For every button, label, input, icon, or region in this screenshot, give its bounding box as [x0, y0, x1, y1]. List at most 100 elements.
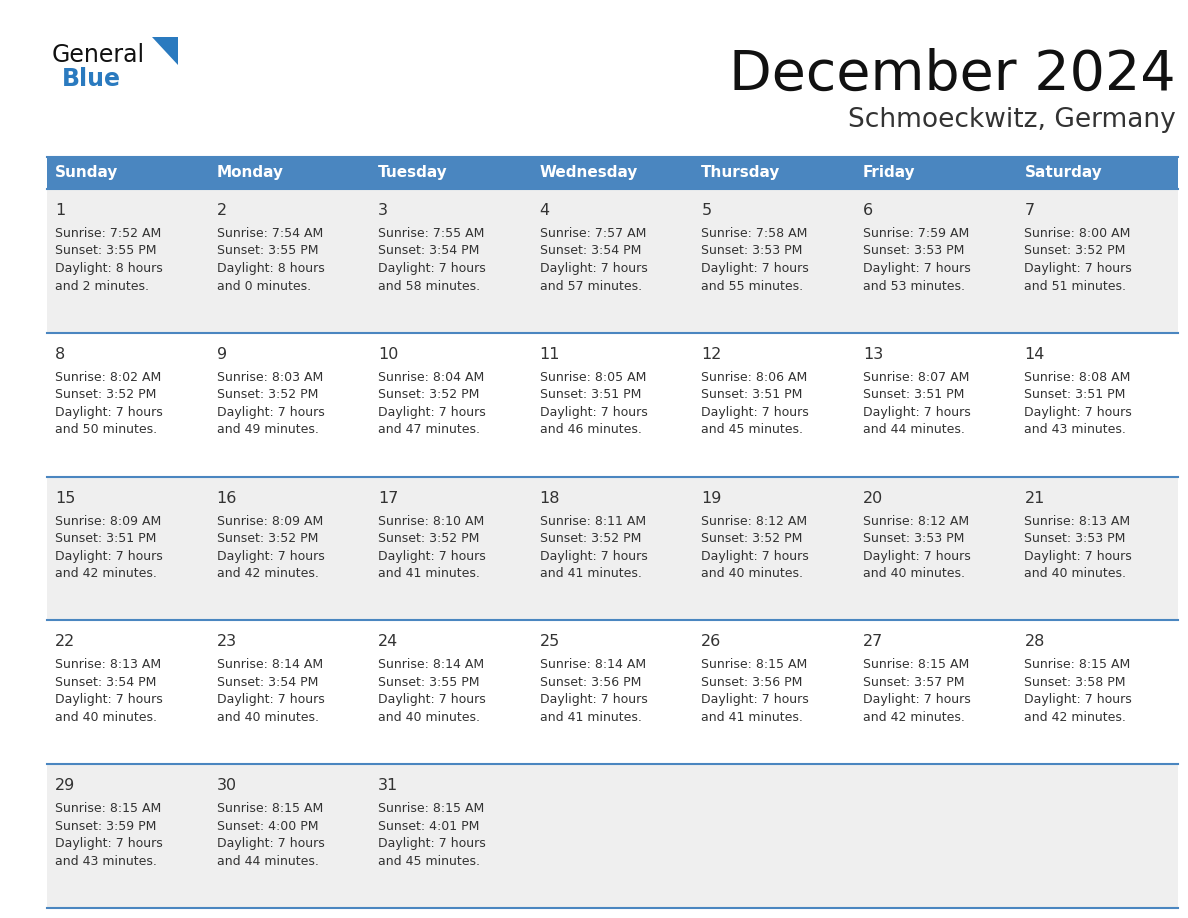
- Text: 2: 2: [216, 203, 227, 218]
- Text: Sunrise: 8:14 AM: Sunrise: 8:14 AM: [539, 658, 646, 671]
- Text: Daylight: 7 hours: Daylight: 7 hours: [539, 406, 647, 419]
- Text: 28: 28: [1024, 634, 1044, 649]
- Text: Sunset: 4:00 PM: Sunset: 4:00 PM: [216, 820, 318, 833]
- Text: Blue: Blue: [62, 67, 121, 91]
- Text: and 58 minutes.: and 58 minutes.: [378, 279, 480, 293]
- Bar: [371, 333, 532, 476]
- Text: Sunrise: 8:04 AM: Sunrise: 8:04 AM: [378, 371, 485, 384]
- Text: Sunset: 3:51 PM: Sunset: 3:51 PM: [701, 388, 803, 401]
- Text: 10: 10: [378, 347, 398, 362]
- Text: 17: 17: [378, 490, 398, 506]
- Text: Daylight: 7 hours: Daylight: 7 hours: [1024, 550, 1132, 563]
- Text: Sunset: 3:52 PM: Sunset: 3:52 PM: [1024, 244, 1126, 258]
- Bar: [532, 333, 694, 476]
- Text: and 51 minutes.: and 51 minutes.: [1024, 279, 1126, 293]
- Text: 30: 30: [216, 778, 236, 793]
- Text: and 55 minutes.: and 55 minutes.: [701, 279, 803, 293]
- Bar: [855, 764, 1017, 908]
- Text: and 42 minutes.: and 42 minutes.: [55, 567, 157, 580]
- Text: 3: 3: [378, 203, 388, 218]
- Text: Sunset: 3:51 PM: Sunset: 3:51 PM: [55, 532, 157, 545]
- Text: Sunset: 3:51 PM: Sunset: 3:51 PM: [1024, 388, 1126, 401]
- Bar: [532, 764, 694, 908]
- Text: 1: 1: [55, 203, 65, 218]
- Text: 12: 12: [701, 347, 721, 362]
- Text: and 46 minutes.: and 46 minutes.: [539, 423, 642, 436]
- Text: 9: 9: [216, 347, 227, 362]
- Bar: [48, 621, 209, 764]
- Bar: [855, 157, 1017, 189]
- Text: Daylight: 7 hours: Daylight: 7 hours: [378, 262, 486, 275]
- Text: Sunrise: 8:13 AM: Sunrise: 8:13 AM: [55, 658, 162, 671]
- Text: and 42 minutes.: and 42 minutes.: [862, 711, 965, 724]
- Text: Sunrise: 8:05 AM: Sunrise: 8:05 AM: [539, 371, 646, 384]
- Bar: [694, 157, 855, 189]
- Text: Sunrise: 8:06 AM: Sunrise: 8:06 AM: [701, 371, 808, 384]
- Text: Sunrise: 8:12 AM: Sunrise: 8:12 AM: [862, 515, 969, 528]
- Text: Sunrise: 7:52 AM: Sunrise: 7:52 AM: [55, 227, 162, 240]
- Text: 7: 7: [1024, 203, 1035, 218]
- Text: General: General: [52, 43, 145, 67]
- Bar: [694, 764, 855, 908]
- Text: 24: 24: [378, 634, 398, 649]
- Bar: [532, 157, 694, 189]
- Bar: [1017, 621, 1178, 764]
- Text: Sunset: 3:54 PM: Sunset: 3:54 PM: [539, 244, 642, 258]
- Text: and 44 minutes.: and 44 minutes.: [216, 855, 318, 868]
- Text: Sunrise: 8:14 AM: Sunrise: 8:14 AM: [378, 658, 485, 671]
- Text: Daylight: 7 hours: Daylight: 7 hours: [701, 693, 809, 706]
- Text: Sunrise: 8:13 AM: Sunrise: 8:13 AM: [1024, 515, 1131, 528]
- Text: Sunrise: 8:07 AM: Sunrise: 8:07 AM: [862, 371, 969, 384]
- Text: Daylight: 7 hours: Daylight: 7 hours: [55, 837, 163, 850]
- Text: and 50 minutes.: and 50 minutes.: [55, 423, 157, 436]
- Text: Tuesday: Tuesday: [378, 165, 448, 181]
- Text: 20: 20: [862, 490, 883, 506]
- Text: Daylight: 7 hours: Daylight: 7 hours: [862, 693, 971, 706]
- Text: and 40 minutes.: and 40 minutes.: [701, 567, 803, 580]
- Text: 13: 13: [862, 347, 883, 362]
- Bar: [694, 621, 855, 764]
- Text: Daylight: 7 hours: Daylight: 7 hours: [216, 837, 324, 850]
- Bar: [48, 157, 209, 189]
- Text: Sunrise: 8:15 AM: Sunrise: 8:15 AM: [216, 802, 323, 815]
- Text: 19: 19: [701, 490, 721, 506]
- Bar: [209, 333, 371, 476]
- Bar: [694, 189, 855, 333]
- Text: Friday: Friday: [862, 165, 916, 181]
- Text: and 40 minutes.: and 40 minutes.: [216, 711, 318, 724]
- Text: Sunrise: 7:57 AM: Sunrise: 7:57 AM: [539, 227, 646, 240]
- Text: and 40 minutes.: and 40 minutes.: [1024, 567, 1126, 580]
- Text: 6: 6: [862, 203, 873, 218]
- Text: Daylight: 7 hours: Daylight: 7 hours: [216, 693, 324, 706]
- Text: 22: 22: [55, 634, 75, 649]
- Text: Daylight: 7 hours: Daylight: 7 hours: [55, 550, 163, 563]
- Text: Sunrise: 7:55 AM: Sunrise: 7:55 AM: [378, 227, 485, 240]
- Text: Daylight: 7 hours: Daylight: 7 hours: [701, 262, 809, 275]
- Text: 5: 5: [701, 203, 712, 218]
- Text: Sunset: 3:55 PM: Sunset: 3:55 PM: [55, 244, 157, 258]
- Text: Schmoeckwitz, Germany: Schmoeckwitz, Germany: [848, 107, 1176, 133]
- Text: Daylight: 7 hours: Daylight: 7 hours: [701, 406, 809, 419]
- Text: Sunrise: 8:15 AM: Sunrise: 8:15 AM: [378, 802, 485, 815]
- Text: 23: 23: [216, 634, 236, 649]
- Text: Daylight: 7 hours: Daylight: 7 hours: [55, 693, 163, 706]
- Text: Daylight: 7 hours: Daylight: 7 hours: [1024, 406, 1132, 419]
- Polygon shape: [152, 37, 178, 65]
- Text: Sunday: Sunday: [55, 165, 119, 181]
- Text: Sunrise: 7:59 AM: Sunrise: 7:59 AM: [862, 227, 969, 240]
- Text: Sunrise: 8:15 AM: Sunrise: 8:15 AM: [701, 658, 808, 671]
- Bar: [371, 764, 532, 908]
- Text: Sunset: 3:53 PM: Sunset: 3:53 PM: [701, 244, 803, 258]
- Text: Daylight: 7 hours: Daylight: 7 hours: [1024, 262, 1132, 275]
- Text: and 2 minutes.: and 2 minutes.: [55, 279, 148, 293]
- Text: Daylight: 7 hours: Daylight: 7 hours: [862, 550, 971, 563]
- Text: Daylight: 7 hours: Daylight: 7 hours: [701, 550, 809, 563]
- Text: Sunset: 3:58 PM: Sunset: 3:58 PM: [1024, 676, 1126, 688]
- Bar: [1017, 476, 1178, 621]
- Text: Sunrise: 8:15 AM: Sunrise: 8:15 AM: [55, 802, 162, 815]
- Text: Daylight: 7 hours: Daylight: 7 hours: [216, 550, 324, 563]
- Text: Sunrise: 8:15 AM: Sunrise: 8:15 AM: [862, 658, 969, 671]
- Text: Sunset: 3:52 PM: Sunset: 3:52 PM: [378, 532, 480, 545]
- Text: 8: 8: [55, 347, 65, 362]
- Text: and 41 minutes.: and 41 minutes.: [539, 711, 642, 724]
